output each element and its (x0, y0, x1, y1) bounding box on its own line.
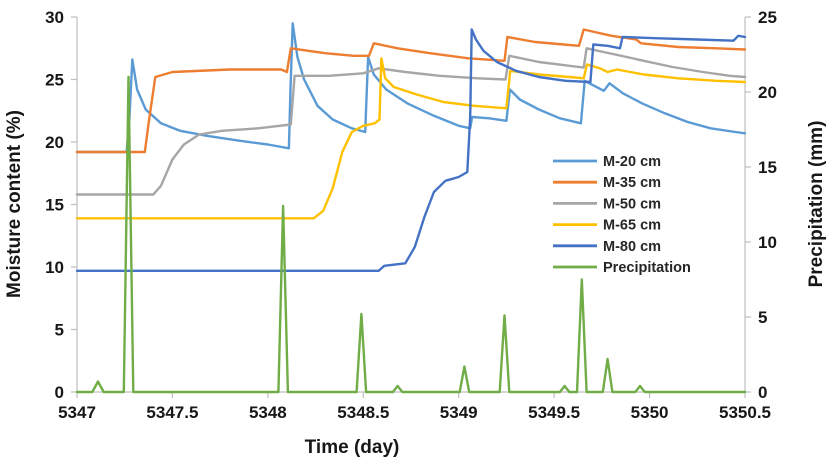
series-m-50-cm-line (75, 47, 747, 196)
y-left-tick-label: 25 (45, 71, 64, 90)
x-tick-label: 5348.5 (337, 403, 389, 422)
legend-label-m-80-cm: M-80 cm (603, 239, 661, 255)
x-tick-label: 5350.5 (719, 403, 771, 422)
x-tick-label: 5347.5 (146, 403, 198, 422)
y-left-tick-label: 0 (55, 383, 64, 402)
y-right-tick-label: 15 (758, 158, 777, 177)
series-precipitation-line (75, 75, 747, 394)
y-left-tick-label: 30 (45, 8, 64, 27)
x-tick-label: 5348 (249, 403, 287, 422)
y-right-tick-label: 10 (758, 233, 777, 252)
x-tick-label: 5350 (631, 403, 669, 422)
legend-label-m-50-cm: M-50 cm (603, 196, 661, 212)
legend-label-m-35-cm: M-35 cm (603, 175, 661, 191)
legend-item-precipitation: Precipitation (553, 260, 691, 276)
y-left-tick-label: 10 (45, 258, 64, 277)
series-m-65-cm-line (75, 57, 747, 220)
legend-item-m-80-cm: M-80 cm (553, 239, 661, 255)
legend-label-m-20-cm: M-20 cm (603, 154, 661, 170)
y-right-tick-label: 20 (758, 83, 777, 102)
y-right-tick-label: 25 (758, 8, 777, 27)
y-left-tick-label: 5 (55, 321, 64, 340)
legend-item-m-20-cm: M-20 cm (553, 154, 661, 170)
x-tick-label: 5349 (440, 403, 478, 422)
y-left-tick-label: 20 (45, 133, 64, 152)
series-m-35-cm-line (75, 28, 747, 154)
x-tick-label: 5349.5 (528, 403, 580, 422)
legend-item-m-65-cm: M-65 cm (553, 218, 661, 234)
x-tick-label: 5347 (58, 403, 96, 422)
y-right-tick-label: 5 (758, 308, 767, 327)
series-m-20-cm-line (75, 22, 747, 154)
y-right-tick-label: 0 (758, 383, 767, 402)
legend-item-m-35-cm: M-35 cm (553, 175, 661, 191)
series-m-80-cm-line (75, 28, 747, 272)
legend-label-precipitation: Precipitation (603, 260, 691, 276)
y-left-tick-label: 15 (45, 196, 64, 215)
legend-label-m-65-cm: M-65 cm (603, 218, 661, 234)
legend-item-m-50-cm: M-50 cm (553, 196, 661, 212)
